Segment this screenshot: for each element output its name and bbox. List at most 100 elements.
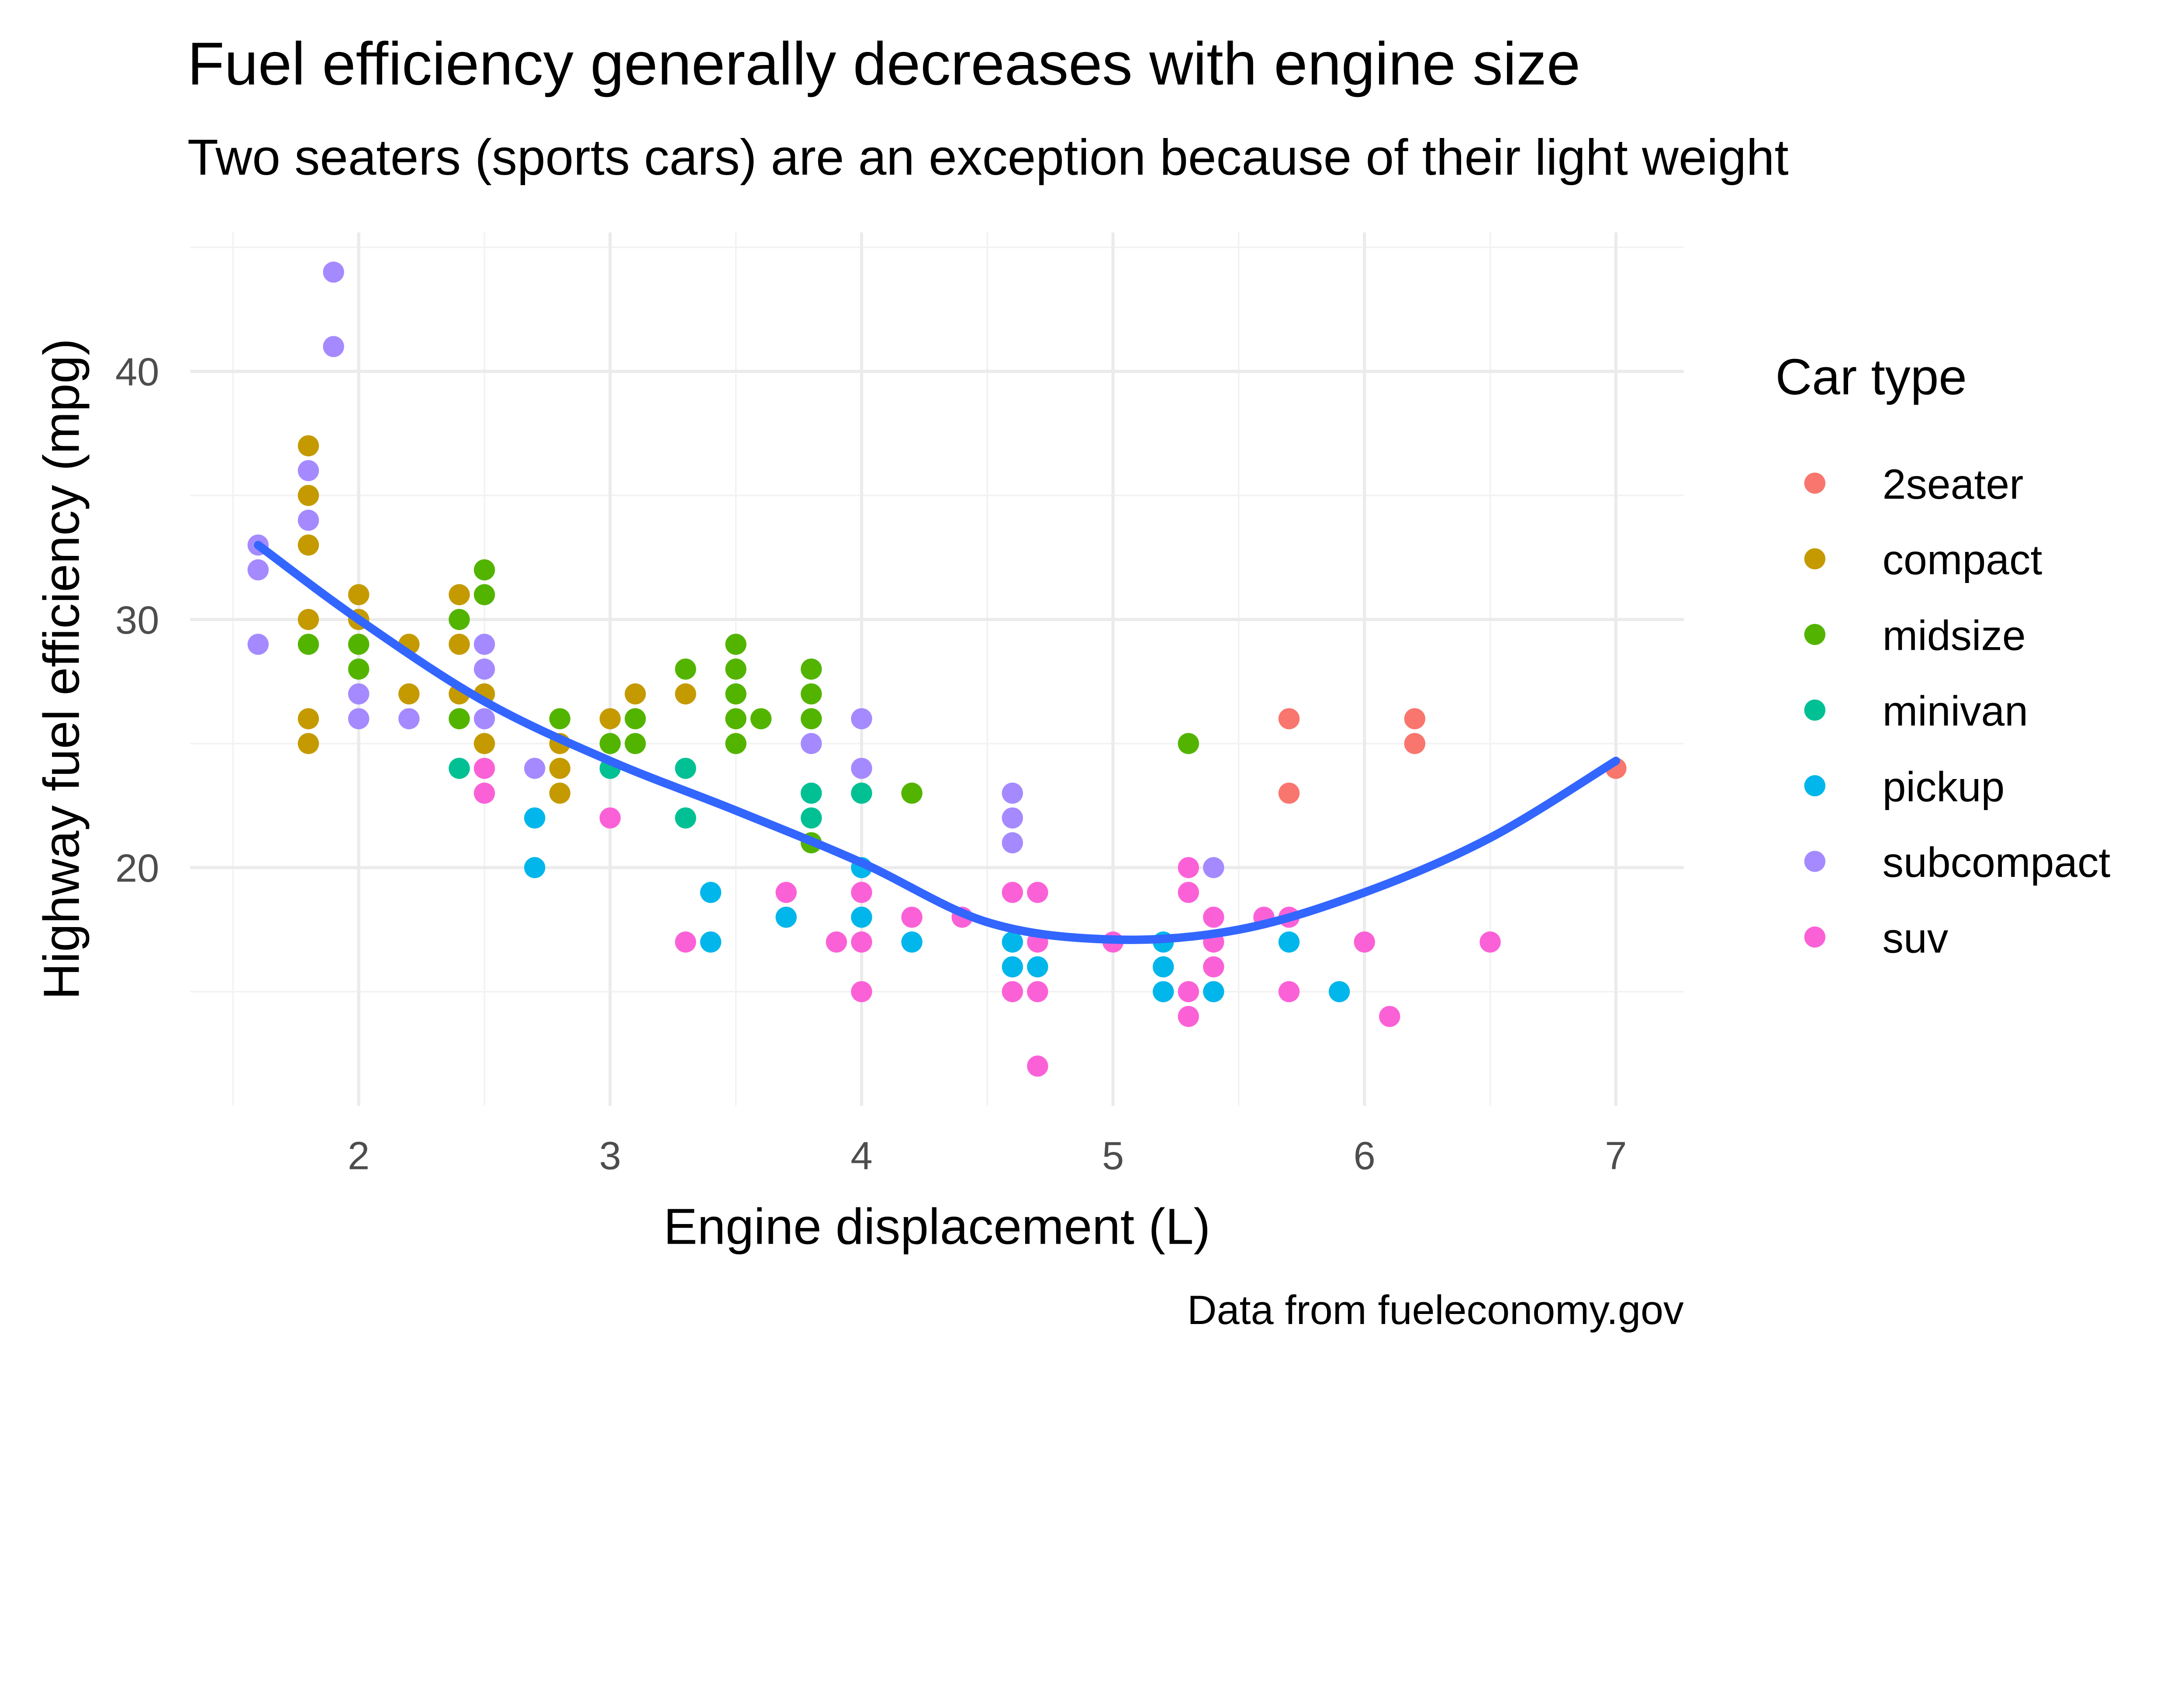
point-subcompact xyxy=(1002,807,1023,829)
x-axis-label: Engine displacement (L) xyxy=(663,1198,1210,1255)
point-midsize xyxy=(348,659,370,680)
point-compact xyxy=(625,683,646,705)
axis-ticks: 2 3 4 5 6 7 20 30 40 xyxy=(115,350,1627,1178)
point-subcompact xyxy=(348,708,370,730)
point-compact xyxy=(549,783,570,804)
point-midsize xyxy=(1178,733,1199,754)
point-pickup xyxy=(700,882,722,903)
point-2seater xyxy=(1278,708,1300,730)
point-pickup xyxy=(700,931,722,953)
point-midsize xyxy=(801,659,822,680)
smooth-trend-line xyxy=(254,541,1621,944)
chart-container: 2 3 4 5 6 7 20 30 40 Fuel efficiency generally d… xyxy=(33,30,2111,1333)
point-suv xyxy=(826,931,847,953)
point-suv xyxy=(1178,981,1199,1003)
point-subcompact xyxy=(297,510,319,531)
legend-key-subcompact xyxy=(1804,851,1826,872)
point-suv xyxy=(599,807,621,829)
x-tick-label: 4 xyxy=(850,1134,872,1178)
point-pickup xyxy=(524,807,546,829)
point-compact xyxy=(297,534,319,556)
point-compact xyxy=(473,733,495,754)
point-pickup xyxy=(1002,931,1023,953)
point-suv xyxy=(775,882,797,903)
point-suv xyxy=(1178,1006,1199,1027)
point-pickup xyxy=(901,931,923,953)
point-subcompact xyxy=(851,708,872,730)
point-midsize xyxy=(801,708,822,730)
point-compact xyxy=(348,584,370,605)
point-suv xyxy=(1278,981,1300,1003)
point-midsize xyxy=(473,584,495,605)
point-midsize xyxy=(725,659,746,680)
point-midsize xyxy=(675,659,696,680)
point-suv xyxy=(1379,1006,1400,1027)
point-pickup xyxy=(775,907,797,928)
point-midsize xyxy=(449,609,470,630)
point-midsize xyxy=(901,783,923,804)
point-suv xyxy=(851,882,872,903)
point-midsize xyxy=(725,683,746,705)
point-pickup xyxy=(1002,956,1023,978)
caption: Data from fueleconomy.gov xyxy=(1187,1287,1684,1333)
y-tick-label: 20 xyxy=(115,846,159,890)
y-axis-label: Highway fuel efficiency (mpg) xyxy=(33,338,90,1000)
point-subcompact xyxy=(851,758,872,779)
point-pickup xyxy=(1203,981,1224,1003)
point-suv xyxy=(851,931,872,953)
point-subcompact xyxy=(323,336,344,357)
point-midsize xyxy=(750,708,772,730)
point-subcompact xyxy=(801,733,822,754)
point-pickup xyxy=(1329,981,1350,1003)
point-compact xyxy=(297,733,319,754)
point-2seater xyxy=(1404,708,1426,730)
legend-key-2seater xyxy=(1804,472,1826,494)
point-subcompact xyxy=(323,261,344,283)
point-suv xyxy=(1479,931,1501,953)
point-suv xyxy=(1002,882,1023,903)
point-midsize xyxy=(625,733,646,754)
point-subcompact xyxy=(1203,857,1224,878)
point-compact xyxy=(297,708,319,730)
legend-label-suv: suv xyxy=(1883,914,1949,962)
point-pickup xyxy=(524,857,546,878)
point-midsize xyxy=(801,683,822,705)
point-subcompact xyxy=(473,659,495,680)
legend: 2seater compact midsize minivan pickup subcom… xyxy=(1804,460,2111,962)
point-pickup xyxy=(1027,956,1048,978)
point-subcompact xyxy=(473,708,495,730)
point-minivan xyxy=(449,758,470,779)
point-minivan xyxy=(675,758,696,779)
point-compact xyxy=(449,584,470,605)
point-suv xyxy=(901,907,923,928)
x-tick-label: 3 xyxy=(599,1134,621,1178)
point-compact xyxy=(297,609,319,630)
point-suv xyxy=(1002,981,1023,1003)
point-midsize xyxy=(725,708,746,730)
legend-key-pickup xyxy=(1804,775,1826,797)
point-subcompact xyxy=(398,708,420,730)
point-compact xyxy=(297,435,319,457)
point-suv xyxy=(1354,931,1375,953)
legend-key-suv xyxy=(1804,926,1826,948)
chart-subtitle: Two seaters (sports cars) are an excepti… xyxy=(187,129,1789,186)
point-midsize xyxy=(348,634,370,655)
point-suv xyxy=(1178,857,1199,878)
point-midsize xyxy=(449,708,470,730)
y-tick-label: 40 xyxy=(115,350,159,394)
point-subcompact xyxy=(473,634,495,655)
point-pickup xyxy=(1153,956,1174,978)
legend-title: Car type xyxy=(1775,348,1967,405)
point-suv xyxy=(473,783,495,804)
point-compact xyxy=(675,683,696,705)
legend-label-subcompact: subcompact xyxy=(1883,838,2111,886)
x-tick-label: 2 xyxy=(348,1134,370,1178)
point-midsize xyxy=(625,708,646,730)
point-suv xyxy=(1178,882,1199,903)
point-suv xyxy=(1203,907,1224,928)
data-points xyxy=(247,261,1627,1077)
point-pickup xyxy=(851,907,872,928)
point-minivan xyxy=(801,783,822,804)
point-midsize xyxy=(473,559,495,581)
point-subcompact xyxy=(1002,832,1023,854)
